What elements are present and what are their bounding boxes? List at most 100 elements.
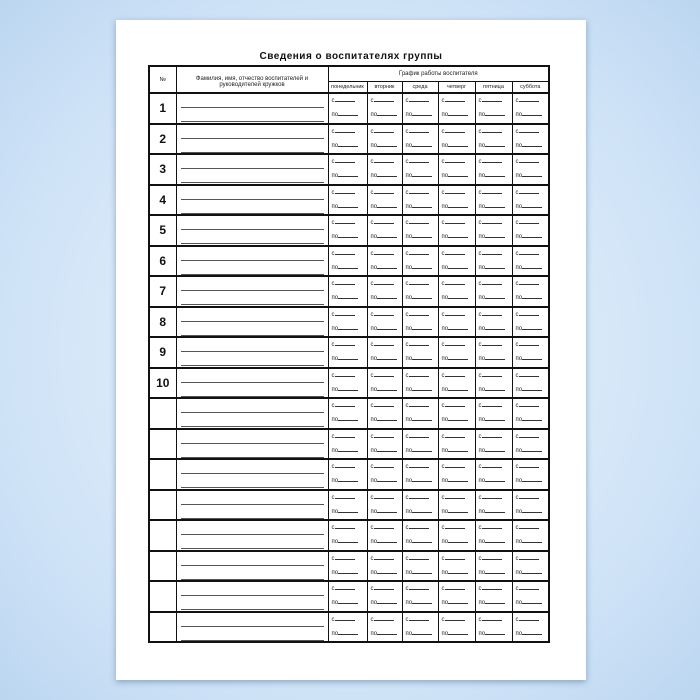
name-line-1[interactable]: [180, 552, 324, 566]
from-field[interactable]: [518, 521, 539, 530]
schedule-cell[interactable]: с по: [366, 92, 403, 124]
from-field[interactable]: [444, 491, 465, 499]
to-field[interactable]: [338, 596, 359, 605]
from-field[interactable]: [444, 338, 465, 347]
schedule-cell[interactable]: с по: [437, 275, 476, 307]
schedule-cell[interactable]: с по: [401, 427, 439, 460]
schedule-cell[interactable]: с по: [366, 549, 403, 582]
to-field[interactable]: [377, 322, 398, 330]
schedule-cell[interactable]: с по: [474, 122, 513, 155]
to-field[interactable]: [485, 230, 506, 239]
name-line-2[interactable]: [180, 200, 324, 214]
from-field[interactable]: [518, 582, 539, 591]
to-field[interactable]: [448, 474, 469, 483]
name-line-2[interactable]: [180, 596, 324, 611]
name-field[interactable]: [175, 275, 329, 307]
name-line-2[interactable]: [180, 383, 324, 397]
from-field[interactable]: [408, 308, 429, 316]
to-field[interactable]: [448, 596, 469, 605]
from-field[interactable]: [334, 399, 355, 408]
from-field[interactable]: [518, 277, 539, 286]
from-field[interactable]: [373, 277, 394, 286]
to-field[interactable]: [448, 200, 469, 208]
schedule-cell[interactable]: с по: [401, 214, 439, 246]
to-field[interactable]: [485, 474, 506, 483]
to-field[interactable]: [448, 139, 469, 147]
schedule-cell[interactable]: с по: [366, 610, 403, 643]
schedule-cell[interactable]: с по: [474, 275, 513, 307]
from-field[interactable]: [444, 582, 465, 591]
schedule-cell[interactable]: с по: [511, 610, 550, 643]
to-field[interactable]: [522, 413, 543, 422]
from-field[interactable]: [334, 582, 355, 591]
to-field[interactable]: [448, 230, 469, 239]
schedule-cell[interactable]: с по: [437, 366, 476, 399]
schedule-cell[interactable]: с по: [401, 458, 439, 490]
name-line-2[interactable]: [180, 505, 324, 519]
to-field[interactable]: [485, 261, 506, 269]
from-field[interactable]: [408, 521, 429, 530]
name-field[interactable]: [175, 488, 329, 521]
to-field[interactable]: [412, 413, 433, 422]
schedule-cell[interactable]: с по: [474, 305, 513, 338]
name-line-2[interactable]: [180, 535, 324, 550]
from-field[interactable]: [518, 399, 539, 408]
to-field[interactable]: [338, 566, 359, 574]
from-field[interactable]: [408, 369, 429, 377]
to-field[interactable]: [448, 108, 469, 117]
name-line-2[interactable]: [180, 352, 324, 367]
from-field[interactable]: [481, 399, 502, 408]
from-field[interactable]: [481, 430, 502, 438]
from-field[interactable]: [334, 613, 355, 621]
to-field[interactable]: [485, 444, 506, 452]
from-field[interactable]: [481, 216, 502, 225]
to-field[interactable]: [485, 291, 506, 300]
to-field[interactable]: [522, 505, 543, 513]
to-field[interactable]: [412, 627, 433, 635]
to-field[interactable]: [338, 505, 359, 513]
to-field[interactable]: [377, 627, 398, 635]
to-field[interactable]: [485, 413, 506, 422]
from-field[interactable]: [334, 308, 355, 316]
to-field[interactable]: [522, 139, 543, 147]
to-field[interactable]: [485, 108, 506, 117]
from-field[interactable]: [373, 491, 394, 499]
schedule-cell[interactable]: с по: [437, 458, 476, 490]
from-field[interactable]: [334, 247, 355, 255]
to-field[interactable]: [485, 596, 506, 605]
from-field[interactable]: [518, 186, 539, 194]
name-line-1[interactable]: [180, 369, 324, 383]
to-field[interactable]: [485, 535, 506, 544]
schedule-cell[interactable]: с по: [437, 427, 476, 460]
schedule-cell[interactable]: с по: [327, 122, 368, 155]
schedule-cell[interactable]: с по: [511, 336, 550, 368]
to-field[interactable]: [338, 322, 359, 330]
from-field[interactable]: [444, 308, 465, 316]
from-field[interactable]: [373, 460, 394, 469]
name-field[interactable]: [175, 122, 329, 155]
from-field[interactable]: [481, 94, 502, 103]
from-field[interactable]: [481, 613, 502, 621]
schedule-cell[interactable]: с по: [366, 580, 403, 612]
from-field[interactable]: [408, 125, 429, 133]
from-field[interactable]: [518, 491, 539, 499]
from-field[interactable]: [481, 277, 502, 286]
schedule-cell[interactable]: с по: [327, 519, 368, 551]
schedule-cell[interactable]: с по: [366, 305, 403, 338]
to-field[interactable]: [412, 261, 433, 269]
schedule-cell[interactable]: с по: [437, 244, 476, 277]
name-field[interactable]: [175, 183, 329, 216]
from-field[interactable]: [444, 186, 465, 194]
name-field[interactable]: [175, 214, 329, 246]
schedule-cell[interactable]: с по: [401, 92, 439, 124]
from-field[interactable]: [444, 216, 465, 225]
to-field[interactable]: [485, 627, 506, 635]
to-field[interactable]: [522, 108, 543, 117]
to-field[interactable]: [377, 535, 398, 544]
from-field[interactable]: [408, 338, 429, 347]
name-line-1[interactable]: [180, 125, 324, 139]
to-field[interactable]: [338, 627, 359, 635]
schedule-cell[interactable]: с по: [401, 336, 439, 368]
name-field[interactable]: [175, 305, 329, 338]
from-field[interactable]: [373, 125, 394, 133]
